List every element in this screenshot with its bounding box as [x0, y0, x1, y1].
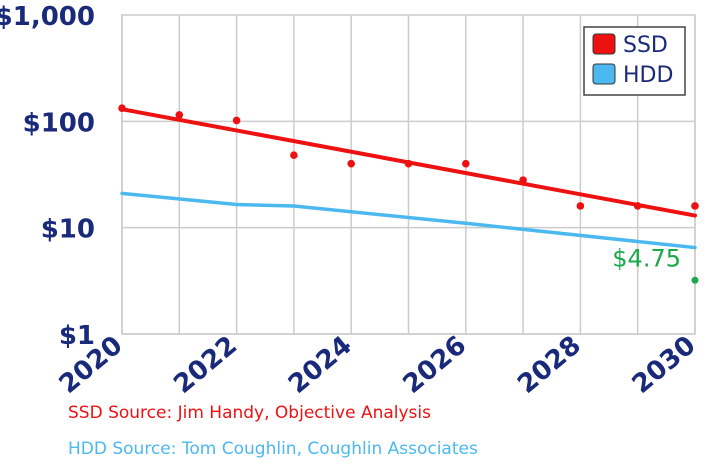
ssd-legend-swatch [592, 33, 616, 55]
ssd-data-point [576, 202, 585, 210]
x-tick-label: 2024 [283, 330, 358, 400]
y-tick-label: $1 [59, 321, 95, 351]
ssd-source-note: SSD Source: Jim Handy, Objective Analysi… [68, 403, 431, 423]
ssd-data-point [462, 159, 470, 168]
legend: SSD HDD [583, 26, 686, 96]
annotation-point [691, 276, 699, 284]
x-tick-label: 2022 [168, 330, 243, 400]
ssd-data-point [290, 151, 298, 160]
y-tick-label: $10 [41, 215, 95, 245]
x-tick-label: 2026 [398, 330, 473, 400]
x-tick-label: 2028 [512, 330, 587, 400]
ssd-legend-label: SSD [623, 33, 668, 58]
ssd-data-point [347, 159, 356, 168]
hdd-source-note: HDD Source: Tom Coughlin, Coughlin Assoc… [68, 439, 478, 459]
ssd-data-point [404, 159, 413, 168]
ssd-data-point [118, 104, 126, 112]
ssd-data-point [175, 111, 184, 119]
hdd-legend-swatch [592, 63, 616, 85]
x-tick-label: 2030 [627, 330, 702, 400]
y-tick-label: $100 [23, 108, 95, 138]
hdd-line-line [120, 191, 697, 250]
ssd-data-point [519, 176, 527, 184]
annotation-label: $4.75 [612, 244, 681, 272]
y-tick-label: $1,000 [0, 2, 95, 32]
hdd-legend-label: HDD [623, 63, 673, 88]
ssd-data-point [633, 202, 642, 210]
ssd-data-point [232, 116, 241, 125]
ssd-data-point [691, 202, 699, 210]
